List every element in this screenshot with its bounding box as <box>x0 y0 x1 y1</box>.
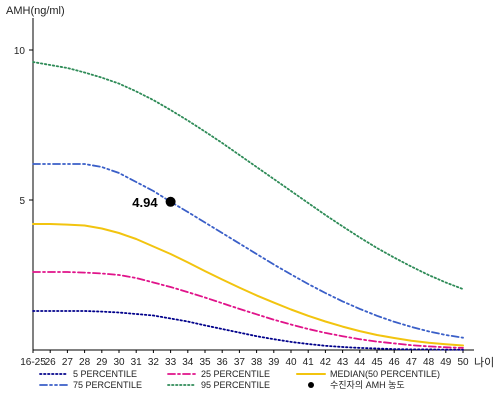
x-tick-label: 31 <box>131 357 143 368</box>
x-tick-label: 42 <box>320 357 332 368</box>
series-line-5-percentile <box>32 310 464 351</box>
series-line-median-50-percentile- <box>32 223 464 347</box>
x-tick-label: 48 <box>423 357 435 368</box>
x-tick-label: 26 <box>45 357 57 368</box>
y-tick-label: 10 <box>14 46 26 57</box>
series-line-25-percentile <box>32 271 464 349</box>
patient-amh-point <box>165 196 176 207</box>
x-tick-label: 43 <box>337 357 349 368</box>
x-axis-label: 나이 <box>474 356 494 369</box>
legend-label: 95 PERCENTILE <box>201 380 270 390</box>
x-tick-label: 29 <box>96 357 108 368</box>
legend-label: 5 PERCENTILE <box>73 369 137 379</box>
x-tick-label: 44 <box>354 357 366 368</box>
x-tick-label: 28 <box>79 357 91 368</box>
legend-label: 25 PERCENTILE <box>201 369 270 379</box>
legend-label: MEDIAN(50 PERCENTILE) <box>330 369 440 379</box>
series-line-75-percentile <box>32 163 464 339</box>
x-tick-label: 40 <box>285 357 297 368</box>
x-tick-label: 32 <box>148 357 160 368</box>
x-tick-label: 50 <box>457 357 469 368</box>
x-tick-label: 27 <box>62 357 74 368</box>
legend-label: 수진자의 AMH 농도 <box>330 380 405 390</box>
x-tick-label: 38 <box>251 357 263 368</box>
x-tick-label: 36 <box>217 357 229 368</box>
x-tick-label: 41 <box>303 357 315 368</box>
x-tick-label: 16-25 <box>20 357 46 368</box>
y-axis-label: AMH(ng/ml) <box>6 5 65 17</box>
percentile-lines <box>32 61 464 351</box>
legend: 5 PERCENTILE 25 PERCENTILE MEDIAN(50 PERCE… <box>39 369 440 390</box>
x-tick-label: 37 <box>234 357 246 368</box>
x-tick-label: 46 <box>389 357 401 368</box>
y-tick-label: 5 <box>19 196 25 207</box>
x-tick-label: 33 <box>165 357 177 368</box>
legend-point-marker <box>308 382 314 388</box>
x-tick-label: 47 <box>406 357 418 368</box>
series-line-95-percentile <box>32 61 464 291</box>
x-tick-label: 45 <box>371 357 383 368</box>
patient-point-layer: 4.94 <box>132 195 176 210</box>
x-tick-label: 49 <box>440 357 452 368</box>
x-tick-label: 39 <box>268 357 280 368</box>
x-tick-label: 30 <box>113 357 125 368</box>
legend-label: 75 PERCENTILE <box>73 380 142 390</box>
x-tick-label: 34 <box>182 357 194 368</box>
x-tick-label: 35 <box>199 357 211 368</box>
patient-amh-value-label: 4.94 <box>132 195 158 210</box>
